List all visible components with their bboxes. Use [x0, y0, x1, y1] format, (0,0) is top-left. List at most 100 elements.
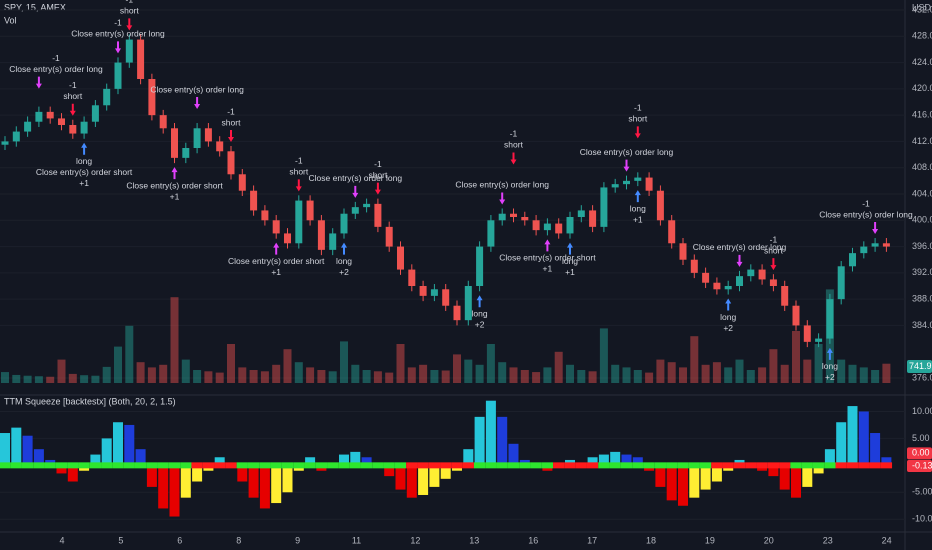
y-tick-label: 384.00 [912, 320, 932, 330]
volume-bar [554, 351, 563, 383]
squeeze-dot [383, 462, 395, 469]
y-tick-label: 10.00 [912, 406, 932, 416]
squeeze-bar [610, 451, 621, 466]
squeeze-dot [666, 462, 678, 469]
volume-bar [385, 372, 394, 383]
candle-body [600, 187, 608, 227]
signal-label: long [562, 256, 578, 266]
squeeze-dot [191, 462, 203, 469]
y-tick-label: -10.00 [912, 514, 932, 524]
candle-body [363, 203, 371, 208]
squeeze-dot [553, 462, 565, 469]
candle-body [216, 141, 224, 152]
candle-body [837, 266, 845, 300]
candle-body [374, 203, 382, 227]
squeeze-bar [361, 457, 372, 466]
x-tick-label: 6 [177, 535, 182, 545]
y-tick-label: 400.00 [912, 215, 932, 225]
squeeze-dot [733, 462, 746, 469]
x-tick-label: 8 [236, 535, 241, 545]
squeeze-dot [89, 462, 102, 469]
volume-bar [215, 372, 224, 383]
squeeze-bar [779, 465, 790, 490]
value-badge-label: -0.13 [912, 460, 932, 470]
squeeze-bar [271, 465, 282, 504]
x-tick-label: 19 [705, 535, 715, 545]
candle-body [137, 39, 145, 79]
signal-label: short [628, 114, 648, 124]
volume-bar [283, 349, 292, 383]
unit-label: USD [912, 2, 932, 12]
signal-label: short [63, 91, 83, 101]
volume-bar [532, 372, 541, 383]
volume-bar [712, 362, 721, 383]
signal-label: long [472, 309, 488, 319]
volume-bar [735, 359, 744, 383]
volume-bar [701, 364, 710, 383]
signal-label: short [120, 6, 140, 16]
signal-arrow [352, 185, 359, 198]
squeeze-dot [846, 462, 859, 469]
volume-bar [373, 371, 382, 383]
candle-body [306, 200, 314, 221]
signal-label: +2 [723, 323, 733, 333]
volume-bar [837, 359, 846, 383]
value-badge [907, 447, 932, 460]
squeeze-bar [169, 465, 180, 517]
squeeze-dot [417, 462, 429, 469]
y-tick-label: 428.00 [912, 31, 932, 41]
squeeze-dot [21, 462, 34, 469]
volume-bar [68, 373, 77, 383]
squeeze-bar [237, 465, 248, 482]
volume-bar [238, 367, 247, 383]
signal-arrow [115, 41, 121, 54]
squeeze-dot [767, 462, 780, 469]
squeeze-bar [56, 465, 67, 474]
squeeze-bar [824, 449, 835, 466]
candle-body [476, 246, 484, 286]
squeeze-dot [496, 462, 508, 469]
signal-arrow [567, 242, 573, 255]
signal-arrow [623, 159, 630, 172]
squeeze-bar [146, 465, 157, 487]
candle-body [58, 118, 65, 125]
squeeze-dot [745, 462, 757, 469]
volume-bar [780, 364, 789, 383]
candle-body [532, 220, 540, 231]
candle-body [408, 269, 416, 286]
candle-body [419, 286, 427, 296]
candle-body [860, 246, 868, 254]
candle-body [295, 200, 303, 244]
squeeze-dot [586, 462, 599, 469]
volume-bar [193, 370, 202, 383]
squeeze-dot [485, 462, 497, 469]
squeeze-dot [790, 462, 802, 469]
volume-bar [340, 341, 348, 383]
volume-bar [543, 367, 552, 383]
candle-body [329, 233, 337, 250]
squeeze-dot [157, 462, 169, 469]
volume-bar [12, 374, 21, 383]
squeeze-dot [304, 462, 316, 469]
volume-bar [23, 375, 32, 383]
candle-body [1, 141, 9, 145]
volume-bar [328, 371, 337, 383]
squeeze-bar [350, 451, 361, 466]
squeeze-dot [858, 462, 870, 469]
signal-label: Close entry(s) order long [580, 147, 674, 157]
volume-bar [147, 367, 156, 383]
squeeze-dot [801, 462, 813, 469]
signal-label: -1 [770, 234, 778, 244]
squeeze-bar [463, 449, 474, 466]
x-tick-label: 20 [764, 535, 774, 545]
signal-arrow [499, 192, 506, 205]
candle-body [679, 243, 687, 260]
signal-arrow [295, 179, 302, 192]
volume-bar [769, 349, 778, 383]
squeeze-bar [101, 438, 112, 466]
candle-body [261, 210, 269, 221]
candle-body [826, 299, 834, 339]
y-tick-label: 404.00 [912, 188, 932, 198]
volume-bar [441, 370, 450, 383]
